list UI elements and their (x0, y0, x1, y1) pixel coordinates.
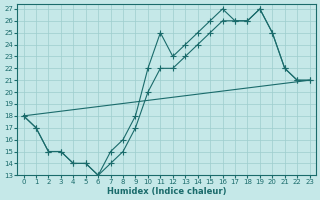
X-axis label: Humidex (Indice chaleur): Humidex (Indice chaleur) (107, 187, 226, 196)
